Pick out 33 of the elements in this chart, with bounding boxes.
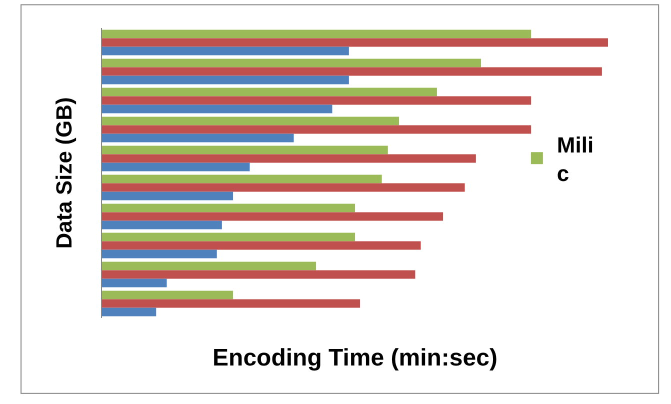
bar — [102, 104, 332, 114]
bar — [102, 96, 532, 105]
bar — [102, 299, 360, 308]
bar — [102, 38, 608, 47]
bar — [102, 278, 167, 288]
y-axis-title: Data Size (GB) — [51, 97, 76, 249]
bar — [102, 154, 476, 163]
bar — [102, 183, 465, 192]
bar — [102, 30, 532, 38]
bar — [102, 76, 349, 84]
bar — [102, 146, 388, 154]
bar — [102, 250, 217, 258]
bar — [102, 262, 316, 270]
bar — [102, 270, 416, 279]
bar — [102, 220, 222, 230]
bar — [102, 67, 602, 76]
bar — [102, 58, 481, 68]
bar — [102, 134, 294, 142]
bar — [102, 204, 355, 212]
bar — [102, 174, 382, 184]
bar — [102, 46, 349, 56]
bar — [102, 241, 421, 250]
bar — [102, 192, 234, 200]
bar — [102, 88, 437, 96]
bar — [102, 212, 444, 221]
bar — [102, 232, 355, 242]
bar — [102, 290, 234, 300]
bar — [102, 125, 532, 134]
bar — [102, 116, 400, 126]
x-axis-title: Encoding Time (min:sec) — [212, 344, 498, 372]
bar — [102, 162, 250, 172]
bar — [102, 308, 156, 316]
legend-label: Milic — [556, 132, 594, 186]
